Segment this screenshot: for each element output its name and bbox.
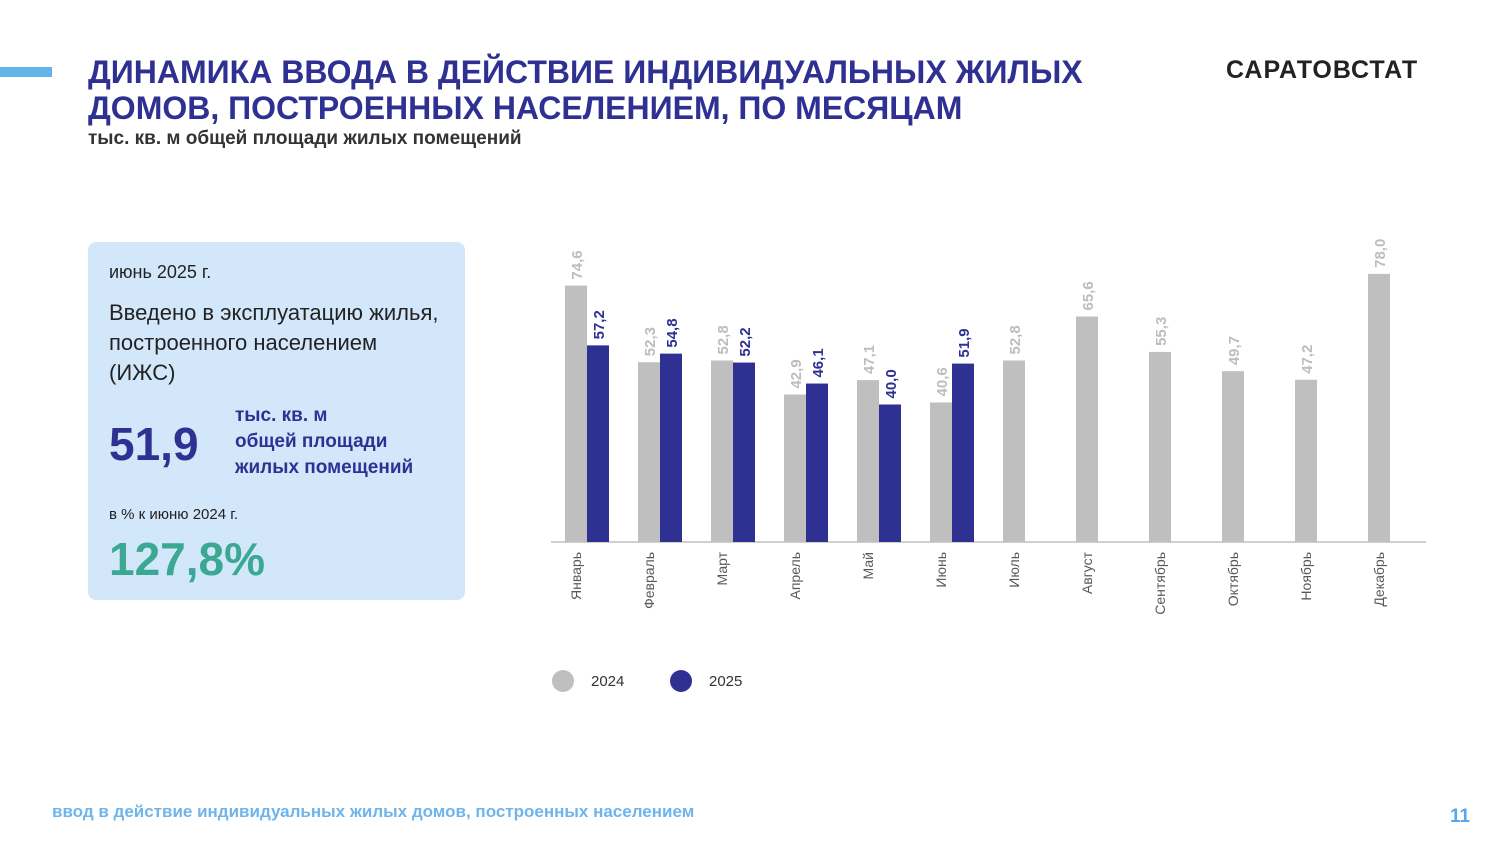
x-tick-label-7: Июль bbox=[1006, 552, 1022, 588]
bar-2025-3 bbox=[733, 362, 755, 542]
card-unit-line-3: жилых помещений bbox=[235, 457, 414, 478]
bar-2024-7 bbox=[1003, 360, 1025, 542]
data-label-2024-2: 52,3 bbox=[642, 327, 659, 356]
summary-card: июнь 2025 г. Введено в эксплуатацию жиль… bbox=[88, 242, 465, 600]
x-tick-label-10: Октябрь bbox=[1225, 552, 1241, 606]
legend-label-2024: 2024 bbox=[591, 673, 624, 690]
data-label-2025-3: 52,2 bbox=[737, 327, 754, 356]
data-label-2025-6: 51,9 bbox=[956, 328, 973, 357]
card-unit-line-1: тыс. кв. м bbox=[235, 405, 328, 426]
title-line-1: ДИНАМИКА ВВОДА В ДЕЙСТВИЕ ИНДИВИДУАЛЬНЫХ… bbox=[88, 54, 1083, 90]
brand-logo: САРАТОВСТАТ bbox=[1226, 56, 1419, 84]
data-label-2024-8: 65,6 bbox=[1080, 281, 1097, 310]
bar-2024-2 bbox=[638, 362, 660, 542]
bar-2024-4 bbox=[784, 394, 806, 542]
card-unit: тыс. кв. м общей площади жилых помещений bbox=[235, 403, 465, 481]
data-label-2024-1: 74,6 bbox=[569, 250, 586, 279]
data-label-2024-11: 47,2 bbox=[1299, 345, 1316, 374]
card-description: Введено в эксплуатацию жилья, построенно… bbox=[109, 300, 439, 385]
bar-2025-6 bbox=[952, 363, 974, 542]
bar-2024-3 bbox=[711, 360, 733, 542]
title-line-2: ДОМОВ, ПОСТРОЕННЫХ НАСЕЛЕНИЕМ, ПО МЕСЯЦА… bbox=[88, 90, 963, 126]
bar-2024-12 bbox=[1368, 273, 1390, 542]
x-tick-label-9: Сентябрь bbox=[1152, 552, 1168, 615]
x-tick-label-5: Май bbox=[860, 552, 876, 579]
bar-2024-1 bbox=[565, 285, 587, 542]
bar-2024-5 bbox=[857, 380, 879, 542]
bar-2024-8 bbox=[1076, 316, 1098, 542]
card-comparison-label: в % к июню 2024 г. bbox=[109, 506, 239, 523]
x-tick-label-1: Январь bbox=[568, 552, 584, 600]
bar-2024-9 bbox=[1149, 351, 1171, 542]
data-label-2024-4: 42,9 bbox=[788, 359, 805, 388]
legend-marker-2025 bbox=[670, 670, 692, 692]
x-tick-label-8: Август bbox=[1079, 551, 1095, 594]
bar-2025-2 bbox=[660, 353, 682, 542]
data-label-2025-2: 54,8 bbox=[664, 318, 681, 347]
bar-2025-4 bbox=[806, 383, 828, 542]
card-period: июнь 2025 г. bbox=[109, 262, 212, 282]
page-number: 11 bbox=[1450, 806, 1471, 827]
data-label-2024-7: 52,8 bbox=[1007, 325, 1024, 354]
x-tick-label-11: Ноябрь bbox=[1298, 552, 1314, 601]
data-label-2024-10: 49,7 bbox=[1226, 336, 1243, 365]
data-label-2024-3: 52,8 bbox=[715, 325, 732, 354]
data-label-2024-6: 40,6 bbox=[934, 367, 951, 396]
data-label-2024-12: 78,0 bbox=[1372, 239, 1389, 268]
x-tick-label-12: Декабрь bbox=[1371, 552, 1387, 607]
bar-2025-5 bbox=[879, 404, 901, 542]
x-tick-label-4: Апрель bbox=[787, 552, 803, 600]
data-label-2025-5: 40,0 bbox=[883, 369, 900, 398]
data-label-2024-9: 55,3 bbox=[1153, 317, 1170, 346]
bar-2024-6 bbox=[930, 402, 952, 542]
card-unit-line-2: общей площади bbox=[235, 431, 388, 452]
data-label-2025-4: 46,1 bbox=[810, 348, 827, 377]
bar-2024-11 bbox=[1295, 379, 1317, 542]
legend-marker-2024 bbox=[552, 670, 574, 692]
x-tick-label-6: Июнь bbox=[933, 552, 949, 588]
card-percent: 127,8% bbox=[109, 533, 266, 585]
page-title: ДИНАМИКА ВВОДА В ДЕЙСТВИЕ ИНДИВИДУАЛЬНЫХ… bbox=[88, 54, 1198, 126]
data-label-2025-1: 57,2 bbox=[591, 310, 608, 339]
card-value: 51,9 bbox=[109, 418, 199, 470]
legend-label-2025: 2025 bbox=[709, 673, 742, 690]
x-tick-label-2: Февраль bbox=[641, 552, 657, 609]
data-label-2024-5: 47,1 bbox=[861, 345, 878, 374]
bar-2025-1 bbox=[587, 345, 609, 542]
page-subtitle: тыс. кв. м общей площади жилых помещений bbox=[88, 128, 522, 149]
accent-bar bbox=[0, 67, 52, 77]
x-tick-label-3: Март bbox=[714, 551, 730, 585]
bar-2024-10 bbox=[1222, 371, 1244, 542]
footer-text: ввод в действие индивидуальных жилых дом… bbox=[52, 802, 695, 821]
